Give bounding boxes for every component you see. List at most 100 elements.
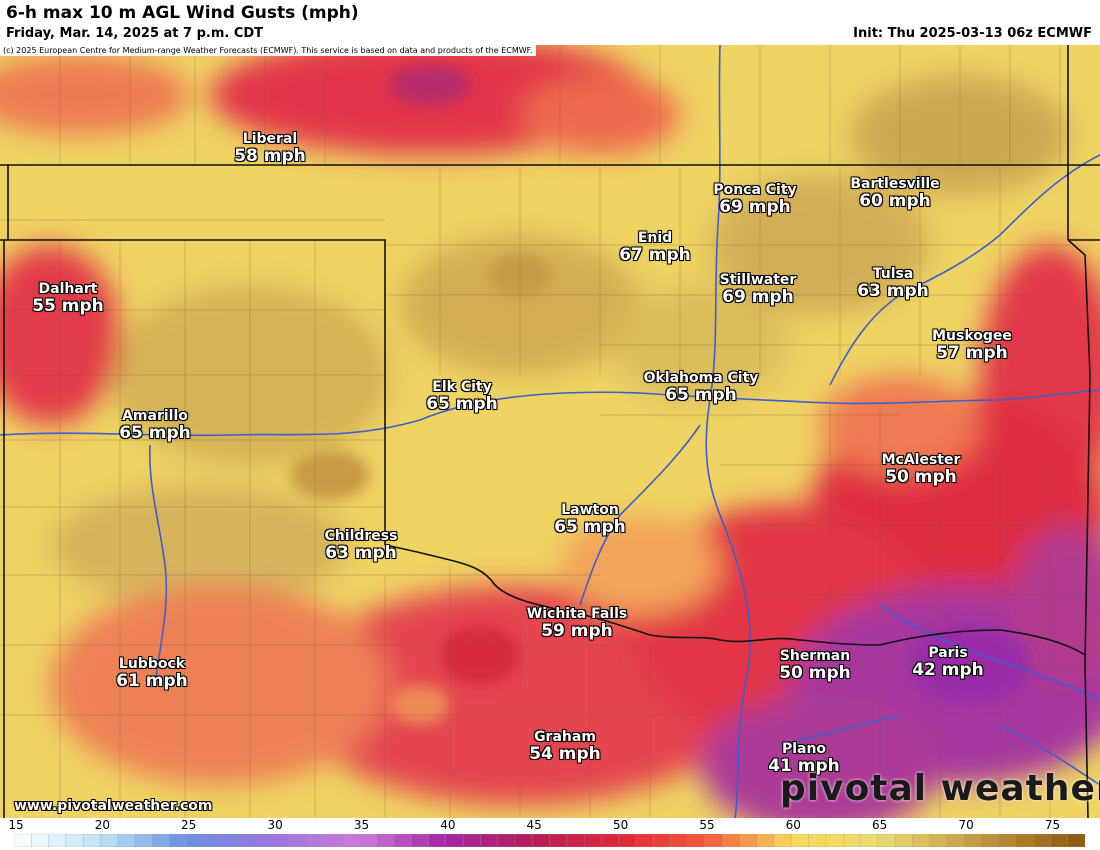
colorbar-segment — [1067, 834, 1085, 847]
city-label: Wichita Falls 59 mph — [527, 606, 627, 642]
city-gust-value: 61 mph — [116, 671, 188, 692]
colorbar-segment — [618, 834, 637, 847]
city-label: Graham 54 mph — [529, 729, 601, 765]
city-label: Lawton 65 mph — [554, 502, 626, 538]
colorbar-segment — [963, 834, 983, 847]
city-name: Plano — [781, 741, 827, 757]
colorbar-tick-label: 70 — [958, 818, 974, 832]
city-gust-value: 42 mph — [912, 660, 984, 681]
site-url: www.pivotalweather.com — [14, 798, 213, 814]
rivers — [0, 45, 1100, 818]
city-gust-value: 57 mph — [936, 343, 1008, 364]
city-gust-value: 60 mph — [859, 191, 931, 212]
state-borders — [0, 45, 1100, 818]
gust-detail — [290, 65, 1030, 725]
city-name: Elk City — [432, 379, 492, 395]
city-name: Tulsa — [872, 266, 914, 282]
colorbar-gradient — [14, 834, 1085, 847]
colorbar-segment — [877, 834, 896, 847]
colorbar-segment — [756, 834, 775, 847]
colorbar-segment — [169, 834, 188, 847]
city-label: Elk City 65 mph — [426, 379, 498, 415]
colorbar-segment — [65, 834, 84, 847]
city-name: Paris — [928, 645, 968, 661]
colorbar-segment — [14, 834, 32, 847]
colorbar-segment — [583, 834, 602, 847]
colorbar-segment — [462, 834, 482, 847]
colorbar-segment — [221, 834, 240, 847]
city-label: Muskogee 57 mph — [932, 328, 1012, 364]
colorbar-segment — [203, 834, 222, 847]
colorbar-segment — [808, 834, 827, 847]
colorbar-segment — [601, 834, 620, 847]
colorbar-segment — [117, 834, 136, 847]
colorbar-segment — [929, 834, 948, 847]
city-gust-value: 65 mph — [119, 423, 191, 444]
colorbar — [14, 834, 1085, 847]
wind-gust-map[interactable] — [0, 45, 1100, 818]
colorbar-segment — [514, 834, 533, 847]
colorbar-tick-label: 20 — [94, 818, 111, 832]
city-name: Enid — [637, 230, 673, 246]
city-gust-value: 69 mph — [722, 287, 794, 308]
colorbar-tick-label: 50 — [612, 818, 629, 832]
city-gust-value: 54 mph — [529, 744, 601, 765]
header: 6-h max 10 m AGL Wind Gusts (mph) Friday… — [0, 0, 1100, 45]
city-gust-value: 50 mph — [779, 663, 851, 684]
pivotal-weather-logo: pivotal weather — [780, 768, 1100, 809]
city-name: Muskogee — [932, 328, 1012, 344]
city-name: Amarillo — [122, 408, 188, 424]
colorbar-tick-label: 45 — [526, 818, 542, 832]
colorbar-segment — [860, 834, 879, 847]
colorbar-segment — [428, 834, 447, 847]
colorbar-segment — [635, 834, 654, 847]
colorbar-segment — [566, 834, 585, 847]
city-name: Dalhart — [38, 281, 98, 297]
city-name: Stillwater — [719, 272, 797, 288]
colorbar-segment — [1015, 834, 1034, 847]
colorbar-segment — [393, 834, 412, 847]
colorbar-segment — [739, 834, 758, 847]
colorbar-tick-labels: 15 20 25 30 35 40 45 50 55 60 65 70 75 — [0, 818, 1100, 834]
colorbar-segment — [946, 834, 965, 847]
city-label: Paris 42 mph — [912, 645, 984, 681]
city-label: Ponca City 69 mph — [713, 182, 796, 218]
colorbar-tick-label: 40 — [440, 818, 456, 832]
colorbar-segment — [670, 834, 689, 847]
colorbar-tick-label: 55 — [699, 818, 715, 832]
colorbar-segment — [134, 834, 153, 847]
city-name: McAlester — [881, 452, 961, 468]
colorbar-segment — [998, 834, 1017, 847]
valid-time: Friday, Mar. 14, 2025 at 7 p.m. CDT — [6, 26, 264, 41]
colorbar-segment — [238, 834, 257, 847]
colorbar-segment — [825, 834, 844, 847]
city-gust-value: 50 mph — [885, 467, 957, 488]
colorbar-segment — [843, 834, 862, 847]
colorbar-segment — [48, 834, 67, 847]
city-name: Oklahoma City — [643, 370, 759, 386]
city-name: Ponca City — [713, 182, 797, 198]
city-label: Bartlesville 60 mph — [850, 176, 939, 212]
colorbar-segment — [722, 834, 741, 847]
colorbar-segment — [1033, 834, 1052, 847]
colorbar-segment — [290, 834, 309, 847]
city-gust-value: 59 mph — [541, 621, 613, 642]
colorbar-segment — [255, 834, 274, 847]
colorbar-segment — [307, 834, 326, 847]
colorbar-segment — [497, 834, 516, 847]
colorbar-segment — [82, 834, 102, 847]
colorbar-segment — [100, 834, 119, 847]
colorbar-segment — [342, 834, 361, 847]
colorbar-segment — [272, 834, 292, 847]
city-label: Childress 63 mph — [325, 528, 398, 564]
colorbar-segment — [376, 834, 395, 847]
colorbar-segment — [773, 834, 792, 847]
colorbar-segment — [324, 834, 343, 847]
city-gust-value: 69 mph — [719, 197, 791, 218]
city-label: Liberal 58 mph — [234, 131, 306, 167]
colorbar-segment — [532, 834, 551, 847]
city-label: Enid 67 mph — [619, 230, 691, 266]
colorbar-segment — [411, 834, 430, 847]
colorbar-segment — [445, 834, 464, 847]
city-name: Lubbock — [118, 656, 186, 672]
